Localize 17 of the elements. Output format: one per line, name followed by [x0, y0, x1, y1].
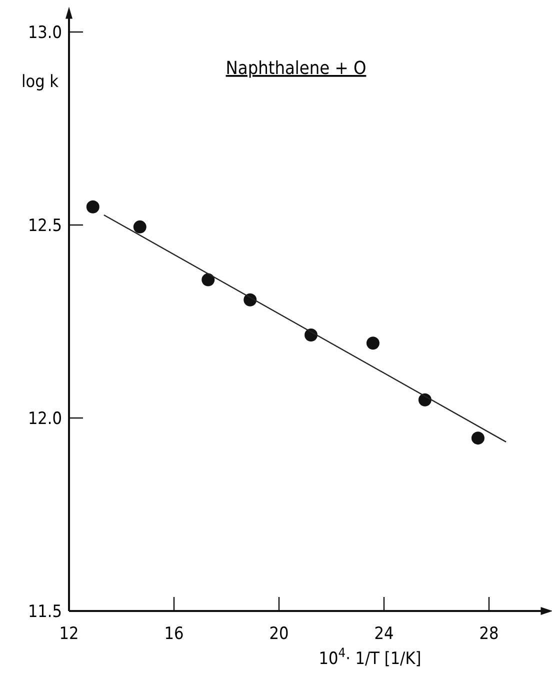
- x-tick-label: 16: [164, 624, 184, 644]
- x-tick-label: 24: [374, 624, 394, 644]
- y-axis-title: log k: [21, 72, 59, 92]
- point: [471, 432, 484, 445]
- x-tick-label: 28: [479, 624, 499, 644]
- x-axis-title: 10$^{4}$· 1/T [1/K]: [318, 646, 422, 669]
- text: Naphthalene + O: [226, 58, 366, 79]
- point: [133, 220, 146, 234]
- x-tick-label: 12: [59, 624, 79, 644]
- point: [366, 336, 380, 350]
- point: [86, 200, 100, 214]
- y-tick-label: 12.0: [28, 409, 62, 429]
- point: [202, 273, 215, 286]
- y-tick-label: 12.5: [28, 216, 62, 236]
- y-tick-label: 13.0: [28, 23, 62, 43]
- y-tick-label: 11.5: [28, 602, 62, 622]
- x-tick-label: 20: [269, 624, 289, 644]
